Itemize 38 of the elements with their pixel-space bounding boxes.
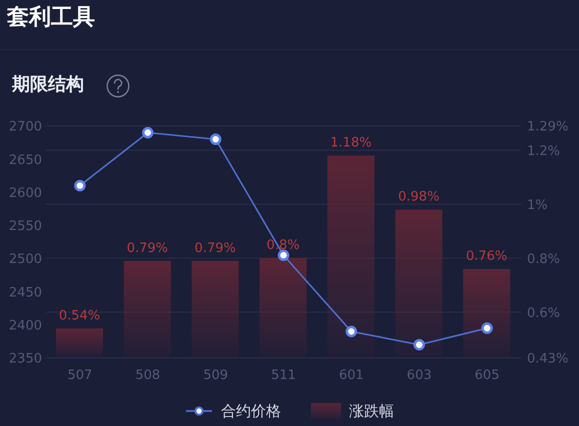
x-tick-label: 508 [135, 368, 160, 384]
point [481, 322, 493, 334]
x-tick-label: 601 [338, 368, 364, 384]
y-tick-label: 2450 [8, 285, 42, 300]
y-tick-label: 2600 [8, 186, 42, 201]
point [346, 326, 358, 338]
point [278, 250, 290, 262]
y2-tick-label: 1.29% [527, 120, 568, 135]
point [74, 180, 86, 192]
data-label: 0.79% [126, 240, 168, 256]
y-tick-label: 2500 [8, 252, 42, 268]
data-label: 1.18% [330, 136, 372, 151]
y-tick-label: 2650 [8, 152, 42, 168]
point [142, 126, 154, 138]
x-tick-label: 511 [271, 368, 296, 384]
point [210, 134, 222, 146]
y2-tick-label: 1% [527, 198, 548, 213]
data-label: 0.76% [466, 248, 508, 264]
y-tick-label: 2550 [8, 219, 42, 234]
chart-subtitle: 期限结构 [12, 74, 84, 96]
y2-tick-label: 0.43% [527, 352, 568, 367]
legend-label: 涨跌幅 [349, 402, 394, 420]
y-tick-label: 2400 [8, 318, 42, 334]
y-tick-label: 2700 [8, 120, 42, 135]
y2-tick-label: 0.6% [527, 306, 560, 321]
chart-title: 套利工具 [7, 5, 95, 31]
x-tick-label: 603 [406, 368, 432, 384]
x-tick-label: 605 [474, 368, 500, 384]
y-tick-label: 2350 [8, 352, 42, 367]
data-label: 0.54% [58, 308, 100, 324]
y2-tick-label: 0.8% [527, 252, 560, 267]
legend-label: 合约价格 [221, 402, 281, 420]
data-label: 0.98% [398, 190, 440, 205]
point [413, 338, 425, 350]
x-tick-label: 507 [68, 368, 92, 384]
x-tick-label: 509 [203, 368, 228, 384]
y2-tick-label: 1.2% [527, 144, 560, 159]
data-label: 0.79% [194, 240, 236, 256]
